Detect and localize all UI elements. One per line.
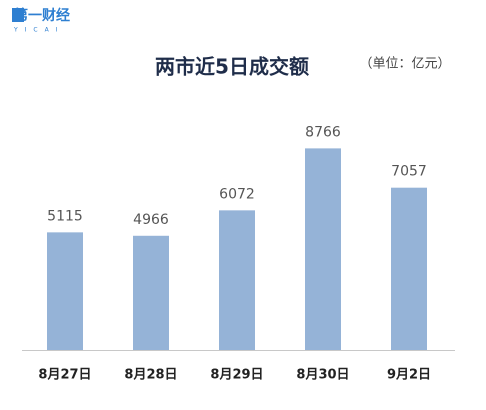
chart-subtitle: （单位：亿元） [359,57,450,72]
data-label: 8766 [305,124,341,140]
x-tick-label: 8月30日 [296,368,349,383]
data-label: 6072 [219,186,255,202]
x-tick-label: 8月28日 [124,368,177,383]
data-label: 4966 [133,212,169,228]
bar [133,235,169,350]
bar [305,148,341,350]
logo-mark [12,8,24,22]
chart-title: 两市近5日成交额 [155,55,309,79]
x-tick-label: 8月27日 [38,368,91,383]
logo-text: 第一财经 [14,7,70,24]
logo-sub: YICAI [13,27,65,34]
data-label: 7057 [391,164,427,180]
bar [391,187,427,350]
data-label: 5115 [47,208,83,224]
bar [47,232,83,350]
bar [219,210,255,350]
x-tick-label: 9月2日 [387,368,431,383]
x-tick-label: 8月29日 [210,368,263,383]
